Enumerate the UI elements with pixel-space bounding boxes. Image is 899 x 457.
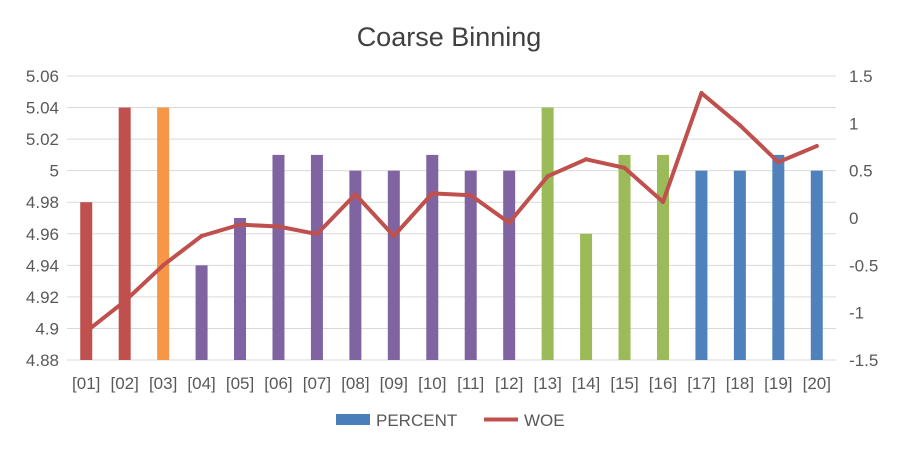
woe-point: [622, 165, 627, 170]
woe-point: [353, 192, 358, 197]
bar: [310, 154, 323, 360]
x-axis-label: [15]: [610, 374, 638, 393]
x-axis-label: [10]: [418, 374, 446, 393]
bar: [157, 107, 170, 360]
woe-point: [507, 220, 512, 225]
x-axis-label: [16]: [649, 374, 677, 393]
bar: [464, 170, 477, 360]
x-axis-label: [18]: [726, 374, 754, 393]
x-axis-label: [05]: [226, 374, 254, 393]
left-axis-ticks: 4.88 4.9 4.92 4.94 4.96 4.98 5 5.02 5.04 5.06: [26, 67, 59, 370]
left-axis-tick-label: 4.88: [26, 351, 59, 370]
bar: [387, 170, 400, 360]
right-axis-tick-label: 0: [849, 209, 858, 228]
left-axis-tick-label: 5.06: [26, 67, 59, 86]
woe-point: [545, 174, 550, 179]
bar: [695, 170, 708, 360]
woe-point: [122, 299, 127, 304]
bar: [503, 170, 516, 360]
bar: [80, 202, 93, 360]
x-axis-label: [07]: [303, 374, 331, 393]
right-axis-tick-label: 1: [849, 114, 858, 133]
right-axis-tick-label: -0.5: [849, 256, 878, 275]
woe-point: [584, 157, 589, 162]
bar: [195, 265, 208, 360]
x-axis-label: [11]: [457, 374, 484, 393]
left-axis-tick-label: 4.94: [26, 256, 59, 275]
bar: [810, 170, 823, 360]
left-axis-tick-label: 4.96: [26, 225, 59, 244]
left-axis-tick-label: 4.92: [26, 288, 59, 307]
line-series: [84, 91, 819, 334]
legend-label-woe: WOE: [524, 411, 565, 430]
woe-point: [84, 329, 89, 334]
x-axis-label: [17]: [687, 374, 715, 393]
x-axis-label: [02]: [110, 374, 138, 393]
x-axis-label: [19]: [764, 374, 792, 393]
bar: [118, 107, 131, 360]
bar-series: [80, 107, 823, 360]
x-axis-label: [04]: [187, 374, 215, 393]
right-axis-tick-label: -1.5: [849, 351, 878, 370]
bar: [272, 154, 285, 360]
woe-point: [430, 191, 435, 196]
chart-title: Coarse Binning: [357, 22, 542, 52]
legend: PERCENT WOE: [336, 411, 565, 430]
woe-point: [199, 233, 204, 238]
bar: [772, 154, 785, 360]
woe-point: [238, 222, 243, 227]
bar: [234, 218, 247, 360]
left-axis-tick-label: 5.04: [26, 99, 59, 118]
gridlines: [67, 75, 836, 361]
right-axis-tick-label: -1: [849, 304, 864, 323]
x-axis-label: [14]: [572, 374, 600, 393]
bar: [733, 170, 746, 360]
woe-point: [276, 224, 281, 229]
woe-line: [84, 91, 819, 334]
right-axis-tick-label: 1.5: [849, 67, 873, 86]
left-axis-tick-label: 5: [50, 162, 59, 181]
woe-point: [391, 233, 396, 238]
woe-point: [699, 91, 704, 96]
woe-point: [660, 199, 665, 204]
left-axis-tick-label: 4.98: [26, 193, 59, 212]
x-axis-labels: [01] [02] [03] [04] [05] [06] [07] [08] [09] [10]…: [72, 374, 831, 393]
left-axis-tick-label: 5.02: [26, 130, 59, 149]
woe-point: [468, 193, 473, 198]
x-axis-label: [03]: [149, 374, 177, 393]
right-axis-ticks: -1.5 -1 -0.5 0 0.5 1 1.5: [849, 67, 878, 370]
woe-point: [737, 123, 742, 128]
left-axis-tick-label: 4.9: [35, 319, 59, 338]
woe-point: [814, 144, 819, 149]
x-axis-label: [13]: [533, 374, 561, 393]
bar: [618, 154, 631, 360]
woe-point: [314, 232, 319, 237]
x-axis-label: [01]: [72, 374, 100, 393]
bar: [541, 107, 554, 360]
bar: [580, 233, 593, 360]
x-axis-label: [08]: [341, 374, 369, 393]
bar: [656, 154, 669, 360]
x-axis-label: [09]: [380, 374, 408, 393]
bar: [426, 154, 439, 360]
x-axis-label: [12]: [495, 374, 523, 393]
x-axis-label: [06]: [264, 374, 292, 393]
right-axis-tick-label: 0.5: [849, 162, 873, 181]
legend-swatch-percent: [336, 414, 370, 425]
x-axis-label: [20]: [803, 374, 831, 393]
bar: [349, 170, 362, 360]
woe-point: [776, 160, 781, 165]
woe-point: [161, 263, 166, 268]
legend-label-percent: PERCENT: [376, 411, 457, 430]
